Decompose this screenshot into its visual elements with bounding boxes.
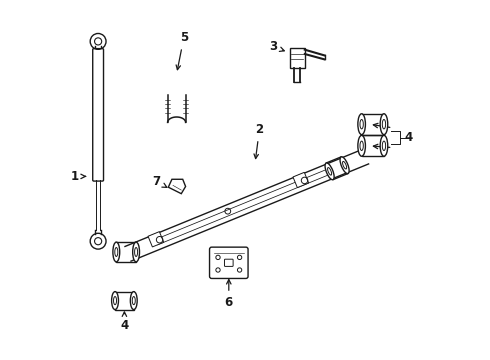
Ellipse shape bbox=[133, 242, 140, 262]
FancyBboxPatch shape bbox=[290, 48, 305, 68]
Bar bbox=[148, 231, 164, 247]
Text: 1: 1 bbox=[71, 170, 85, 183]
Text: 3: 3 bbox=[269, 40, 284, 53]
Ellipse shape bbox=[112, 292, 119, 310]
Ellipse shape bbox=[325, 163, 334, 180]
Ellipse shape bbox=[380, 114, 388, 135]
Bar bbox=[293, 172, 309, 188]
Ellipse shape bbox=[130, 292, 137, 310]
Text: 2: 2 bbox=[254, 123, 264, 158]
Text: 7: 7 bbox=[153, 175, 167, 188]
Text: 6: 6 bbox=[225, 280, 233, 309]
Text: 4: 4 bbox=[405, 131, 413, 144]
FancyBboxPatch shape bbox=[210, 247, 248, 279]
Ellipse shape bbox=[358, 135, 366, 156]
Text: 4: 4 bbox=[120, 312, 128, 332]
Text: 5: 5 bbox=[176, 31, 188, 70]
Ellipse shape bbox=[358, 114, 366, 135]
Ellipse shape bbox=[340, 157, 349, 174]
Ellipse shape bbox=[380, 135, 388, 156]
Polygon shape bbox=[169, 179, 186, 194]
FancyBboxPatch shape bbox=[93, 49, 103, 181]
Ellipse shape bbox=[113, 242, 120, 262]
